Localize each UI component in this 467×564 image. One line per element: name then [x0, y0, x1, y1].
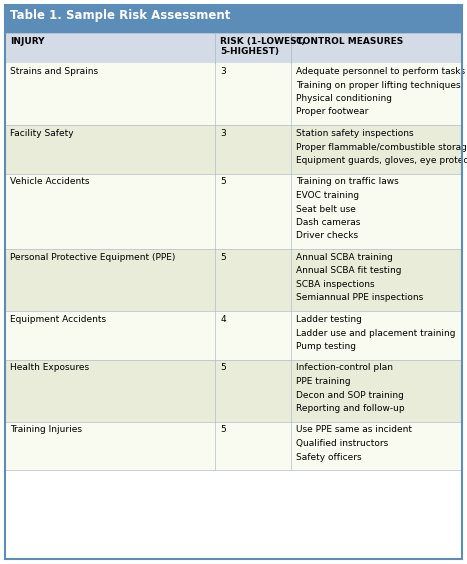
Text: Equipment guards, gloves, eye protection: Equipment guards, gloves, eye protection — [296, 156, 467, 165]
Text: PPE training: PPE training — [296, 377, 350, 386]
Text: Physical conditioning: Physical conditioning — [296, 94, 392, 103]
Text: Table 1. Sample Risk Assessment: Table 1. Sample Risk Assessment — [10, 9, 230, 22]
Text: 3: 3 — [220, 67, 226, 76]
Text: Training on traffic laws: Training on traffic laws — [296, 178, 398, 187]
Text: Equipment Accidents: Equipment Accidents — [10, 315, 106, 324]
Bar — [5, 311, 462, 359]
Bar — [5, 359, 462, 421]
Bar — [5, 249, 462, 311]
Text: INJURY: INJURY — [10, 37, 44, 46]
Text: Adequate personnel to perform tasks: Adequate personnel to perform tasks — [296, 67, 465, 76]
Text: Pump testing: Pump testing — [296, 342, 356, 351]
Bar — [5, 125, 462, 174]
Text: Reporting and follow-up: Reporting and follow-up — [296, 404, 404, 413]
Text: Proper footwear: Proper footwear — [296, 108, 368, 117]
Text: Annual SCBA training: Annual SCBA training — [296, 253, 392, 262]
Text: EVOC training: EVOC training — [296, 191, 359, 200]
Text: 4: 4 — [220, 315, 226, 324]
Text: Ladder testing: Ladder testing — [296, 315, 361, 324]
Text: Decon and SOP training: Decon and SOP training — [296, 390, 403, 399]
Text: Driver checks: Driver checks — [296, 231, 358, 240]
Text: Facility Safety: Facility Safety — [10, 129, 74, 138]
Text: 5: 5 — [220, 253, 226, 262]
Text: Proper flammable/combustible storage: Proper flammable/combustible storage — [296, 143, 467, 152]
Text: Ladder use and placement training: Ladder use and placement training — [296, 328, 455, 337]
Bar — [5, 174, 462, 249]
Text: Health Exposures: Health Exposures — [10, 364, 89, 372]
Text: Seat belt use: Seat belt use — [296, 205, 355, 214]
Text: SCBA inspections: SCBA inspections — [296, 280, 374, 289]
Text: CONTROL MEASURES: CONTROL MEASURES — [296, 37, 403, 46]
Bar — [5, 63, 462, 125]
Text: Dash cameras: Dash cameras — [296, 218, 360, 227]
Text: 5: 5 — [220, 364, 226, 372]
Text: Personal Protective Equipment (PPE): Personal Protective Equipment (PPE) — [10, 253, 176, 262]
Bar — [5, 33, 462, 63]
Text: Semiannual PPE inspections: Semiannual PPE inspections — [296, 293, 423, 302]
Text: Qualified instructors: Qualified instructors — [296, 439, 388, 448]
Text: Training on proper lifting techniques: Training on proper lifting techniques — [296, 81, 460, 90]
Bar — [5, 5, 462, 33]
Text: 3: 3 — [220, 129, 226, 138]
Text: Vehicle Accidents: Vehicle Accidents — [10, 178, 90, 187]
Text: RISK (1-LOWEST,
5-HIGHEST): RISK (1-LOWEST, 5-HIGHEST) — [220, 37, 305, 56]
Text: Safety officers: Safety officers — [296, 452, 361, 461]
Text: Strains and Sprains: Strains and Sprains — [10, 67, 98, 76]
Text: Infection-control plan: Infection-control plan — [296, 364, 393, 372]
Text: 5: 5 — [220, 178, 226, 187]
Text: Annual SCBA fit testing: Annual SCBA fit testing — [296, 267, 401, 275]
Text: Station safety inspections: Station safety inspections — [296, 129, 413, 138]
Text: Use PPE same as incident: Use PPE same as incident — [296, 425, 411, 434]
Text: Training Injuries: Training Injuries — [10, 425, 82, 434]
Bar — [5, 421, 462, 470]
Text: 5: 5 — [220, 425, 226, 434]
